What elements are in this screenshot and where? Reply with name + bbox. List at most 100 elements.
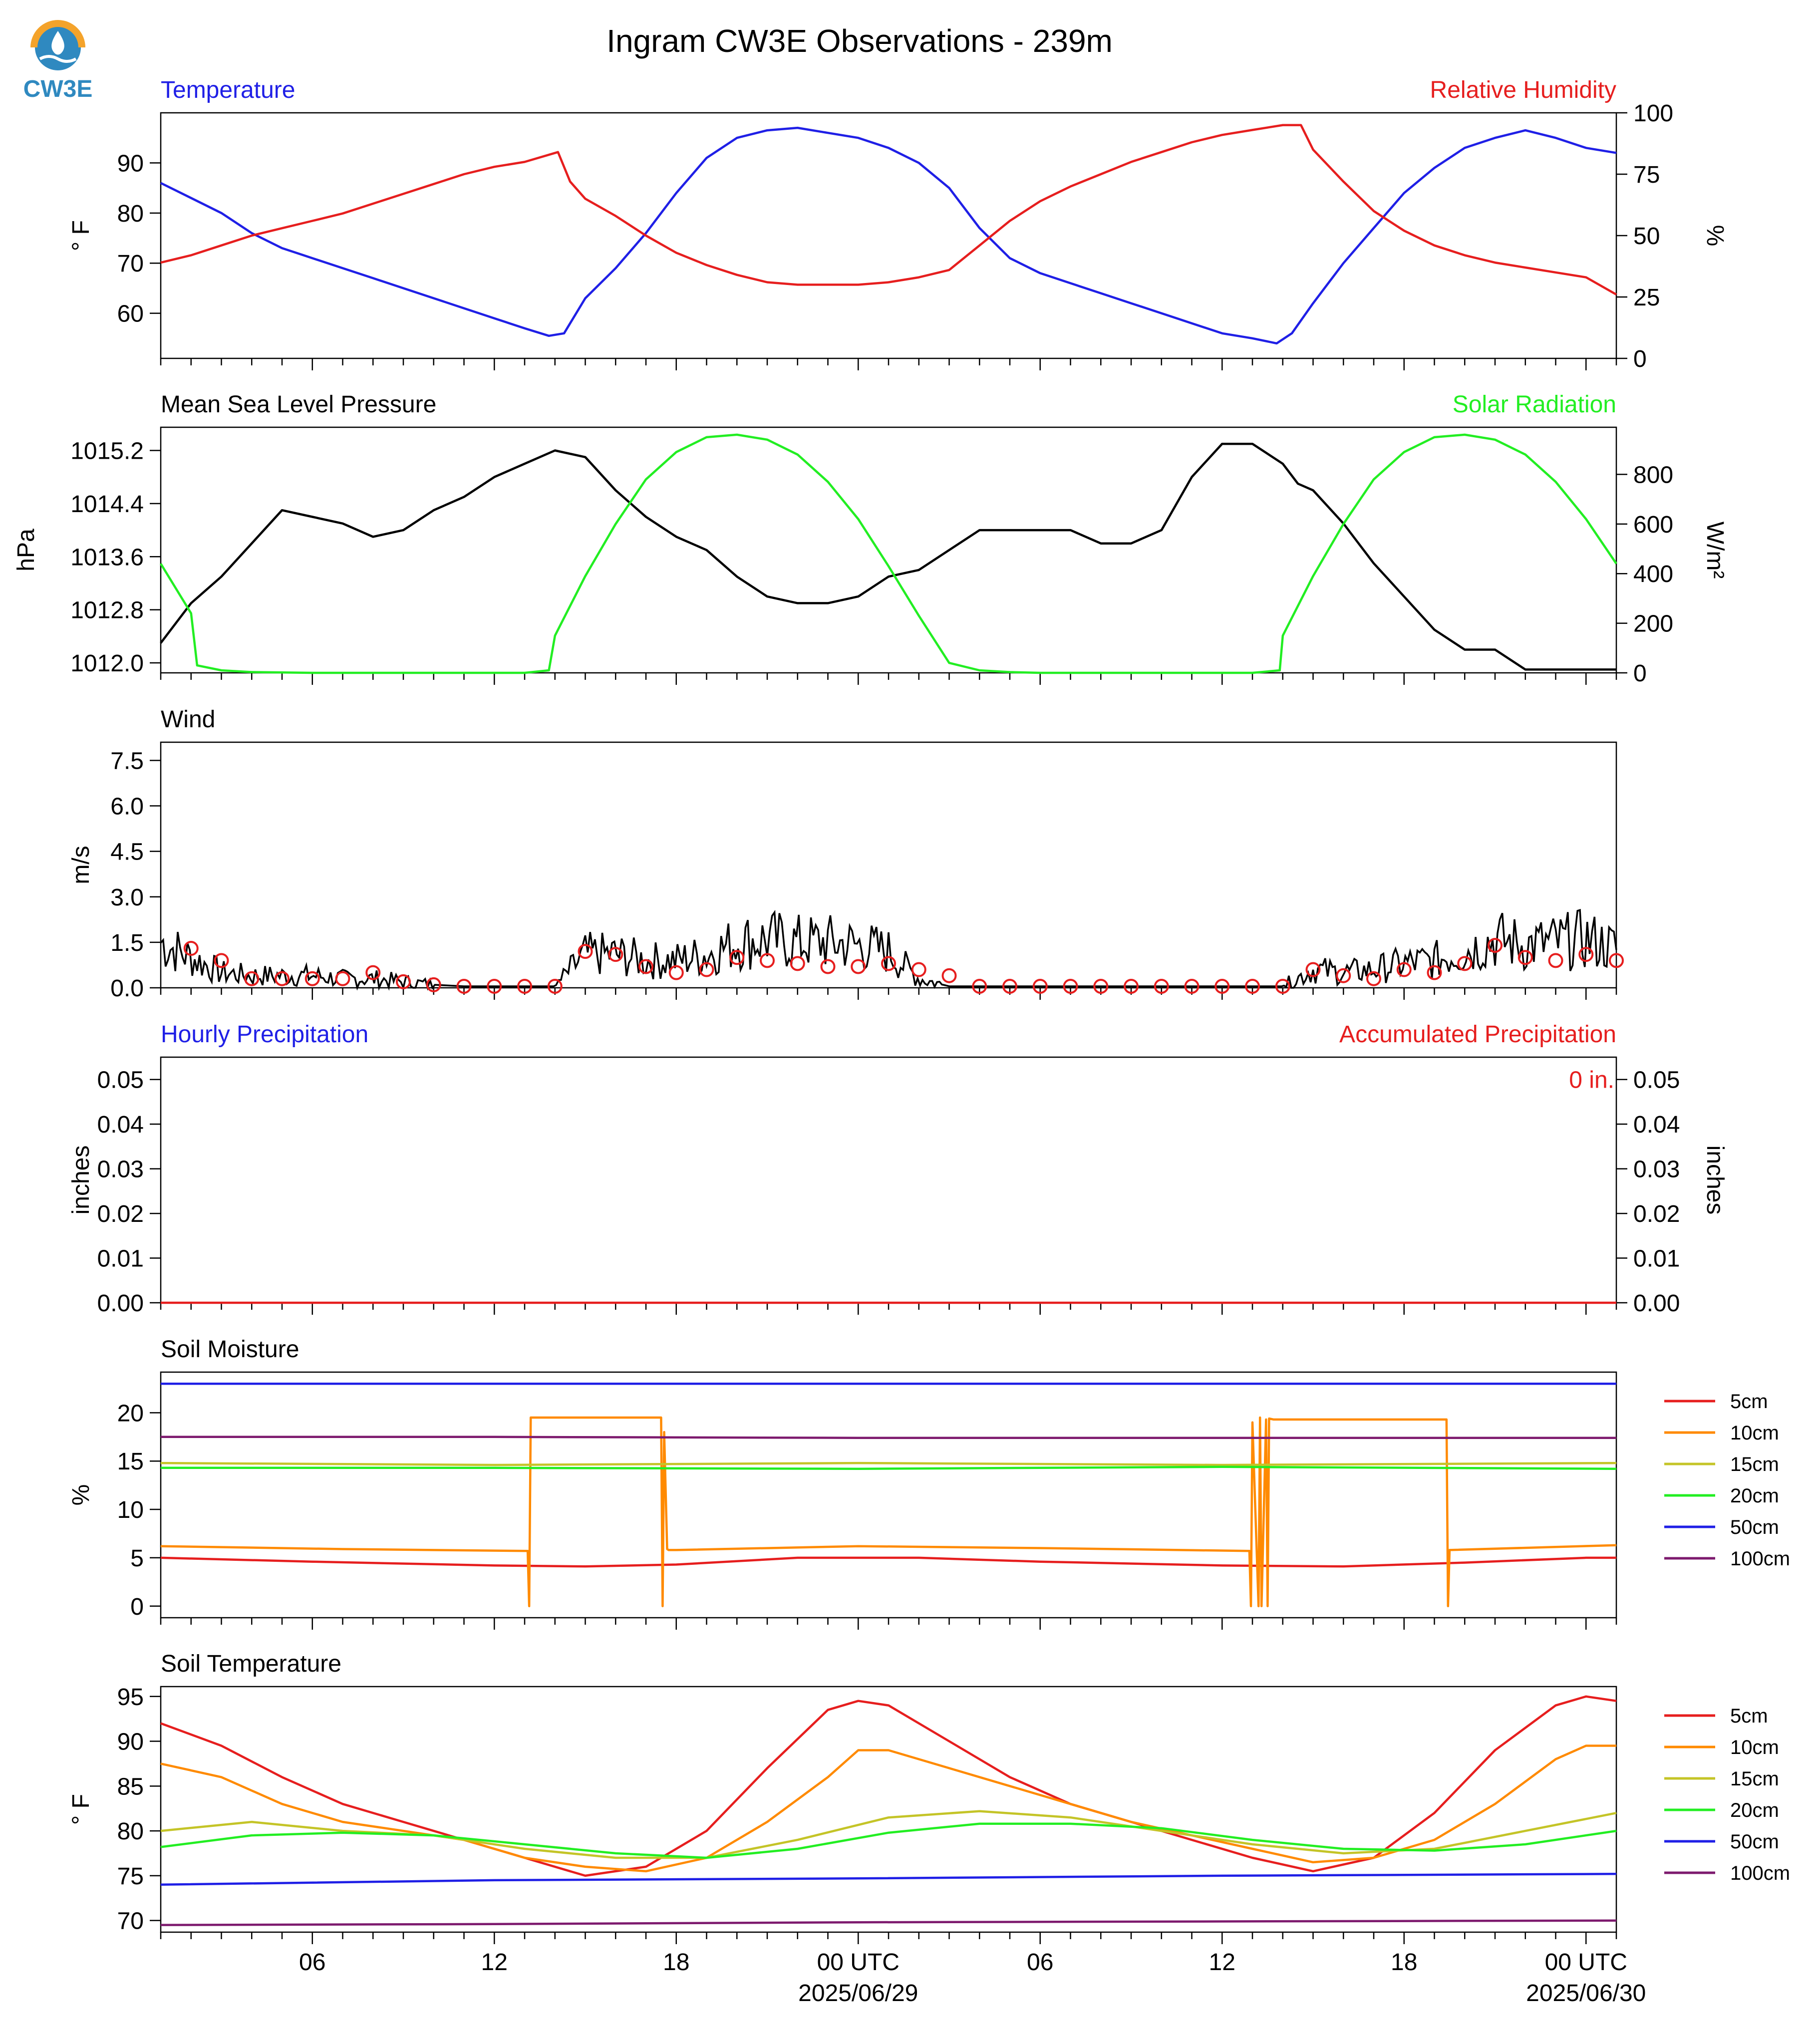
y-tick-label: 90: [117, 150, 144, 177]
y2-tick-label: 100: [1633, 100, 1673, 127]
x-tick-label: 00 UTC: [1545, 1949, 1627, 1976]
y-tick-label: 10: [117, 1497, 144, 1523]
y2-tick-label: 0.00: [1633, 1290, 1680, 1317]
wind-hourly-marker: [881, 956, 896, 971]
y-tick-label: 0: [130, 1594, 144, 1620]
wind-hourly-marker: [1002, 978, 1017, 994]
wind-hourly-marker: [1609, 953, 1624, 968]
wind-hourly-marker: [1124, 978, 1139, 994]
y-tick-label: 70: [117, 251, 144, 277]
wind-hourly-marker: [396, 974, 411, 989]
legend: 5cm 10cm 15cm 20cm 50cm 100cm: [1664, 1705, 1790, 1884]
legend-label: 100cm: [1730, 1862, 1790, 1884]
panel-soil-temp: Soil Temperature 70 75 80 85 90 95 ° F 5cm 10cm 15…: [68, 1651, 1790, 1944]
wind-hourly-marker: [335, 971, 350, 986]
x-tick-label: 00 UTC: [817, 1949, 900, 1976]
y2-tick-label: 600: [1633, 512, 1673, 538]
wind-hourly-marker: [851, 959, 866, 974]
panel-title: Mean Sea Level Pressure: [161, 391, 436, 418]
y-tick-label: 0.01: [97, 1246, 144, 1272]
wind-hourly-marker: [729, 950, 745, 965]
wind-hourly-marker: [1336, 968, 1351, 983]
cw3e-logo: CW3E: [23, 20, 93, 102]
logo-sun-arc: [30, 20, 85, 48]
x-date-label: 2025/06/30: [1526, 1980, 1646, 2007]
wind-hourly-marker: [1548, 953, 1563, 968]
wind-hourly-marker: [1517, 950, 1533, 965]
y-tick-label: 3.0: [110, 884, 144, 911]
panel-wind: Wind 0.0 1.5 3.0 4.5 6.0 7.5 m/s: [68, 706, 1624, 1002]
y2-tick-label: 0.05: [1633, 1067, 1680, 1094]
legend-label: 5cm: [1730, 1705, 1768, 1727]
wind-hourly-marker: [1366, 971, 1381, 986]
legend-label: 10cm: [1730, 1737, 1779, 1758]
y2-tick-label: 0: [1633, 660, 1647, 687]
wind-hourly-marker: [668, 965, 684, 980]
y-tick-label: 6.0: [110, 794, 144, 820]
panel-pressure-solar: Mean Sea Level Pressure Solar Radiation 10…: [13, 391, 1728, 687]
y-tick-label: 1013.6: [70, 544, 144, 571]
y-tick-label: 70: [117, 1908, 144, 1935]
series-line-solar-radiation: [160, 433, 1617, 674]
legend-label: 50cm: [1730, 1516, 1779, 1538]
wind-hourly-marker: [790, 956, 805, 971]
series-line-relative-humidity: [160, 124, 1617, 296]
wind-hourly-marker: [1427, 965, 1442, 980]
wind-hourly-marker: [699, 962, 714, 977]
y-axis-label: ° F: [68, 220, 94, 251]
wind-hourly-marker: [1488, 937, 1503, 953]
legend-label: 10cm: [1730, 1422, 1779, 1444]
series-line-5cm: [160, 1556, 1616, 1568]
y-tick-label: 80: [117, 1818, 144, 1845]
series-line-10cm: [160, 1416, 1617, 1608]
logo-wave-icon: [39, 55, 77, 63]
y-tick-label: 0.04: [97, 1112, 144, 1138]
wind-hourly-marker: [1275, 978, 1290, 994]
panel-soil-moisture: Soil Moisture 0 5 10 15 20% 5cm 10cm 15cm 20cm 50c…: [68, 1336, 1790, 1630]
y2-axis-label: %: [1702, 225, 1728, 247]
y-tick-label: 1012.0: [70, 650, 144, 677]
wind-hourly-marker: [1245, 978, 1260, 994]
wind-hourly-marker: [608, 947, 623, 962]
x-tick-label: 06: [1027, 1949, 1053, 1976]
wind-hourly-marker: [426, 977, 441, 992]
legend-label: 15cm: [1730, 1453, 1779, 1475]
wind-hourly-marker: [1063, 978, 1078, 994]
wind-hourly-marker: [517, 978, 532, 994]
logo-drop-icon: [51, 31, 64, 55]
wind-hourly-marker: [304, 971, 320, 986]
y-axis-label: m/s: [68, 846, 94, 884]
y-tick-label: 0.00: [97, 1290, 144, 1317]
wind-hourly-marker: [487, 978, 502, 994]
legend-label: 15cm: [1730, 1768, 1779, 1790]
y-tick-label: 0.0: [110, 975, 144, 1002]
series-line-mean-sea-level-pressure: [160, 442, 1616, 671]
legend-label: 20cm: [1730, 1485, 1779, 1507]
wind-hourly-marker: [244, 971, 260, 986]
panel-title: Hourly Precipitation: [161, 1021, 368, 1048]
legend-label: 100cm: [1730, 1548, 1790, 1570]
series-line-20cm: [161, 1465, 1617, 1470]
y-tick-label: 95: [117, 1684, 144, 1711]
legend: 5cm 10cm 15cm 20cm 50cm 100cm: [1664, 1391, 1790, 1570]
accumulated-total-label: 0 in.: [1569, 1067, 1614, 1094]
y-tick-label: 1.5: [110, 930, 144, 956]
panel-title-right: Relative Humidity: [1430, 77, 1616, 103]
x-tick-label: 18: [663, 1949, 689, 1976]
series-line-50cm: [160, 1873, 1617, 1886]
series-line-20cm: [160, 1822, 1617, 1859]
wind-hourly-marker: [911, 962, 926, 977]
x-date-label: 2025/06/29: [798, 1980, 918, 2007]
y-tick-label: 0.03: [97, 1157, 144, 1183]
series-line-100cm: [160, 1919, 1617, 1926]
y-tick-label: 7.5: [110, 748, 144, 774]
y-tick-label: 90: [117, 1729, 144, 1755]
wind-hourly-marker: [1154, 978, 1169, 994]
y2-tick-label: 0.01: [1633, 1246, 1680, 1272]
series-line-15cm: [160, 1461, 1617, 1466]
y2-tick-label: 0.04: [1633, 1112, 1680, 1138]
wind-hourly-marker: [365, 965, 381, 980]
logo-text: CW3E: [23, 76, 93, 102]
panel-title: Soil Moisture: [161, 1336, 299, 1363]
y2-tick-label: 50: [1633, 223, 1660, 250]
